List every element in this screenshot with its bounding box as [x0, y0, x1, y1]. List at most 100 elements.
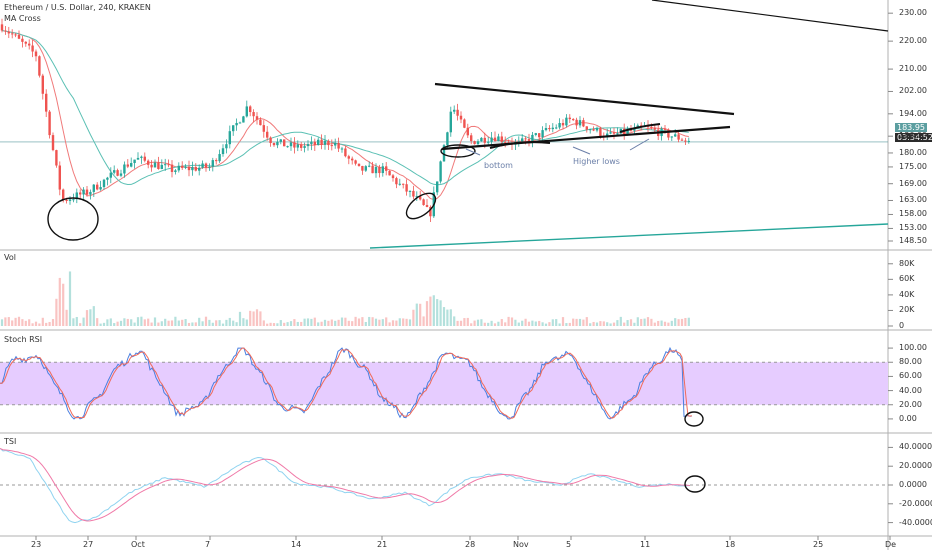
candle-up: [92, 184, 95, 192]
candle-up: [439, 161, 442, 182]
time-tick-label: 21: [377, 540, 388, 549]
stoch-tick-label: 60.00: [899, 371, 922, 381]
volume-bar: [521, 320, 524, 326]
stoch-pane-label[interactable]: Stoch RSI: [4, 335, 43, 344]
volume-bar: [374, 318, 378, 326]
candle-up: [408, 190, 412, 192]
candle-up: [102, 179, 106, 188]
volume-bar: [147, 318, 150, 326]
volume-bar: [476, 319, 480, 326]
candle-down: [79, 192, 82, 195]
tsi-tick-label: 0.0000: [899, 480, 927, 489]
candle-down: [429, 206, 432, 217]
candle-down: [347, 156, 350, 159]
volume-bar: [119, 320, 123, 326]
volume-bar: [0, 319, 4, 326]
candle-up: [534, 133, 537, 135]
volume-bar: [422, 316, 425, 326]
volume-bar: [140, 316, 143, 326]
volume-bar: [330, 319, 333, 326]
volume-bar: [283, 322, 286, 326]
time-tick-label: 28: [465, 540, 476, 549]
volume-bar: [436, 299, 439, 326]
candle-down: [255, 116, 259, 120]
volume-bar: [143, 319, 146, 326]
candle-down: [85, 189, 89, 195]
candle-up: [109, 172, 112, 178]
candle-down: [330, 145, 333, 147]
stoch-tick-label: 20.00: [899, 399, 922, 409]
volume-bar: [157, 322, 160, 326]
bottom-arrow: [465, 148, 481, 156]
volume-bar: [204, 316, 208, 326]
volume-bar: [48, 321, 51, 326]
volume-bar: [619, 316, 622, 326]
candle-down: [51, 135, 55, 151]
volume-bar: [99, 323, 102, 326]
tsi-signal-line: [0, 447, 691, 522]
tsi-pane-label[interactable]: TSI: [4, 437, 17, 446]
volume-tick-label: 60K: [899, 274, 915, 284]
volume-bar: [201, 321, 204, 326]
volume-bar: [425, 301, 429, 326]
candle-down: [459, 115, 463, 120]
volume-bar: [453, 316, 456, 326]
candle-up: [140, 156, 143, 158]
candle-down: [629, 129, 633, 131]
volume-bar: [164, 318, 167, 326]
volume-bar: [191, 322, 194, 326]
ma-cross-label[interactable]: MA Cross: [4, 14, 41, 23]
candle-down: [527, 139, 531, 143]
candle-down: [371, 165, 374, 174]
volume-bar: [68, 271, 72, 326]
candle-down: [456, 109, 459, 116]
candle-down: [58, 165, 61, 190]
candle-up: [551, 127, 554, 130]
volume-bar: [674, 318, 677, 326]
volume-bar: [198, 317, 201, 326]
candle-down: [187, 166, 191, 171]
volume-bar: [65, 309, 68, 326]
candle-up: [174, 170, 177, 172]
volume-bar: [408, 319, 412, 326]
candle-up: [521, 138, 524, 142]
ma-slow-line: [1, 30, 689, 186]
candle-down: [684, 140, 687, 142]
candle-down: [391, 175, 395, 179]
candle-up: [310, 141, 313, 145]
candle-up: [616, 133, 619, 135]
volume-bar: [504, 322, 507, 326]
volume-bar: [252, 311, 255, 326]
volume-bar: [524, 318, 527, 326]
volume-bar: [667, 322, 670, 326]
candle-up: [565, 117, 568, 126]
upper-trendline: [651, 0, 889, 32]
candle-down: [357, 163, 361, 166]
volume-bar: [385, 317, 388, 326]
candle-down: [249, 106, 252, 113]
triangle-upper-line: [434, 82, 735, 116]
volume-pane-label[interactable]: Vol: [4, 253, 16, 262]
volume-bar: [585, 317, 588, 326]
price-tick-label: 158.00: [899, 209, 927, 219]
volume-bar: [232, 320, 235, 326]
volume-bar: [194, 322, 197, 326]
volume-bar: [599, 321, 602, 326]
volume-bar: [34, 321, 38, 326]
candle-up: [487, 141, 490, 143]
volume-bar: [153, 317, 157, 326]
volume-bar: [602, 321, 605, 326]
volume-bar: [75, 316, 78, 326]
volume-bar: [242, 318, 245, 326]
volume-bar: [310, 318, 313, 326]
time-tick-label: Nov: [513, 540, 529, 549]
breakout-circle: [405, 192, 437, 220]
volume-bars: [0, 271, 690, 326]
volume-bar: [432, 295, 435, 326]
volume-bar: [184, 319, 187, 326]
volume-bar: [527, 321, 531, 326]
volume-bar: [21, 319, 24, 326]
volume-bar: [272, 323, 276, 326]
volume-bar: [262, 320, 265, 326]
volume-bar: [55, 298, 58, 326]
